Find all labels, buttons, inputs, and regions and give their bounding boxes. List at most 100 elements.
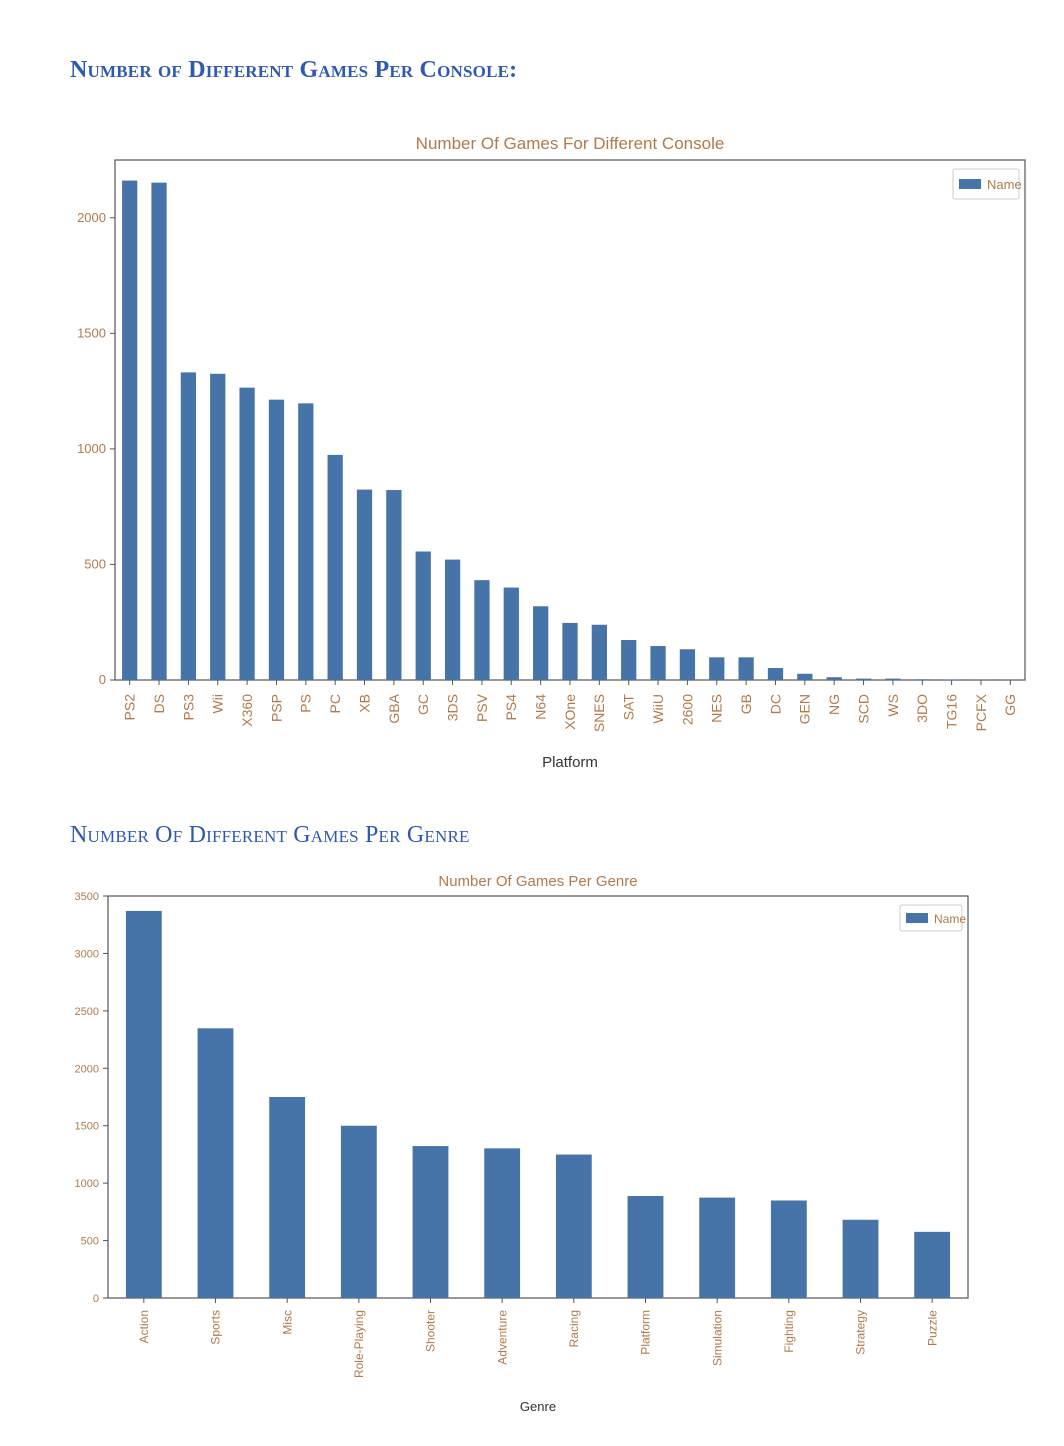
chart-title: Number Of Games For Different Console [416, 134, 725, 153]
x-tick-label: GB [738, 694, 754, 714]
x-tick-label: DS [151, 694, 167, 713]
x-tick-label: Strategy [854, 1310, 868, 1355]
y-tick-label: 500 [81, 1236, 99, 1248]
y-tick-label: 0 [99, 672, 106, 687]
section-heading-console: Number of Different Games Per Console: [70, 57, 518, 83]
bar-simulation [699, 1197, 736, 1298]
y-tick-label: 1500 [77, 325, 106, 340]
bar-wiiu [650, 646, 666, 680]
bar-ng [826, 677, 842, 680]
x-tick-label: Puzzle [925, 1310, 939, 1346]
bar-psv [474, 580, 490, 680]
legend-box [899, 904, 963, 932]
bar-ws [885, 678, 901, 680]
y-tick-label: 500 [84, 556, 106, 571]
bar-ps2 [122, 180, 138, 680]
x-tick-label: SAT [621, 694, 637, 721]
bar-gb [738, 657, 754, 680]
x-tick-label: Misc [280, 1310, 294, 1335]
bar-ps3 [180, 372, 197, 680]
bar-ps [298, 403, 314, 680]
y-tick-label: 2000 [77, 210, 106, 225]
bar-action [125, 910, 162, 1298]
bar-nes [709, 657, 725, 680]
y-tick-label: 1000 [75, 1178, 99, 1190]
x-tick-label: GEN [797, 694, 813, 724]
bar-psp [268, 399, 285, 680]
bar-wii [210, 373, 226, 680]
bar-3do [914, 679, 930, 680]
x-tick-label: 3DS [444, 694, 460, 721]
bar-snes [591, 624, 607, 680]
x-tick-label: PSV [474, 693, 490, 722]
x-tick-label: SNES [591, 694, 607, 732]
legend-box [952, 168, 1020, 200]
bar-3ds [444, 559, 461, 680]
bar-gc [415, 551, 431, 680]
y-tick-label: 2000 [75, 1063, 99, 1075]
bar-xone [562, 622, 578, 680]
chart-title: Number Of Games Per Genre [438, 873, 637, 890]
x-tick-label: WiiU [650, 694, 666, 724]
x-tick-label: PS3 [180, 694, 196, 721]
bar-racing [555, 1154, 592, 1298]
bar-shooter [412, 1146, 449, 1298]
bar-role-playing [340, 1125, 377, 1298]
x-tick-label: XB [356, 694, 372, 713]
bar-adventure [484, 1148, 521, 1298]
x-tick-label: Action [137, 1310, 151, 1343]
x-tick-label: Shooter [424, 1310, 438, 1352]
plot-frame [107, 895, 969, 1299]
x-tick-label: WS [885, 694, 901, 717]
y-tick-label: 3500 [75, 891, 99, 903]
x-tick-label: PS2 [122, 694, 138, 721]
console-bar-chart: Number Of Games For Different Console 0 50… [77, 134, 1026, 771]
x-tick-label: XOne [562, 694, 578, 730]
y-tick-label: 3000 [75, 948, 99, 960]
x-tick-label: Adventure [495, 1310, 509, 1365]
x-tick-label: 3DO [914, 694, 930, 723]
y-tick-label: 1500 [75, 1121, 99, 1133]
x-tick-label: GC [415, 694, 431, 715]
bar-platform [627, 1196, 664, 1298]
x-tick-label: X360 [239, 694, 255, 727]
x-tick-label: SCD [855, 694, 871, 724]
bar-ds [151, 182, 167, 680]
bar-ps4 [503, 587, 519, 680]
x-tick-label: Racing [567, 1310, 581, 1347]
x-tick-label: Platform [639, 1310, 653, 1355]
x-tick-label: NG [826, 694, 842, 715]
y-tick-label: 2500 [75, 1006, 99, 1018]
x-tick-label: PC [327, 694, 343, 713]
legend-label: Name [987, 177, 1022, 192]
bar-2600 [679, 649, 696, 680]
bar-puzzle [914, 1231, 951, 1298]
genre-bar-chart: Number Of Games Per Genre 0 500 1000 1500 200… [75, 873, 969, 1414]
x-tick-label: Role-Playing [352, 1310, 366, 1378]
bar-scd [855, 678, 872, 680]
y-tick-label: 0 [93, 1293, 99, 1305]
bar-n64 [533, 606, 549, 680]
x-tick-label: TG16 [944, 694, 960, 729]
x-tick-label: PS [298, 694, 314, 713]
x-tick-label: PS4 [503, 694, 519, 721]
x-tick-label: PSP [268, 694, 284, 722]
x-tick-label: PCFX [973, 693, 989, 731]
x-axis-label: Genre [520, 1399, 556, 1414]
legend-swatch [959, 179, 981, 189]
x-tick-label: Sports [209, 1310, 223, 1345]
bar-misc [269, 1097, 306, 1298]
bar-dc [767, 667, 784, 680]
x-tick-label: GBA [386, 693, 402, 723]
bar-sat [621, 640, 637, 680]
legend-swatch [906, 913, 928, 923]
x-tick-label: Wii [210, 694, 226, 713]
bar-fighting [770, 1200, 807, 1298]
bar-x360 [239, 387, 255, 680]
x-tick-label: Fighting [782, 1310, 796, 1353]
x-tick-label: NES [709, 694, 725, 723]
x-tick-label: Simulation [710, 1310, 724, 1366]
bar-gen [797, 673, 813, 680]
bar-gba [386, 490, 402, 680]
y-tick-label: 1000 [77, 441, 106, 456]
